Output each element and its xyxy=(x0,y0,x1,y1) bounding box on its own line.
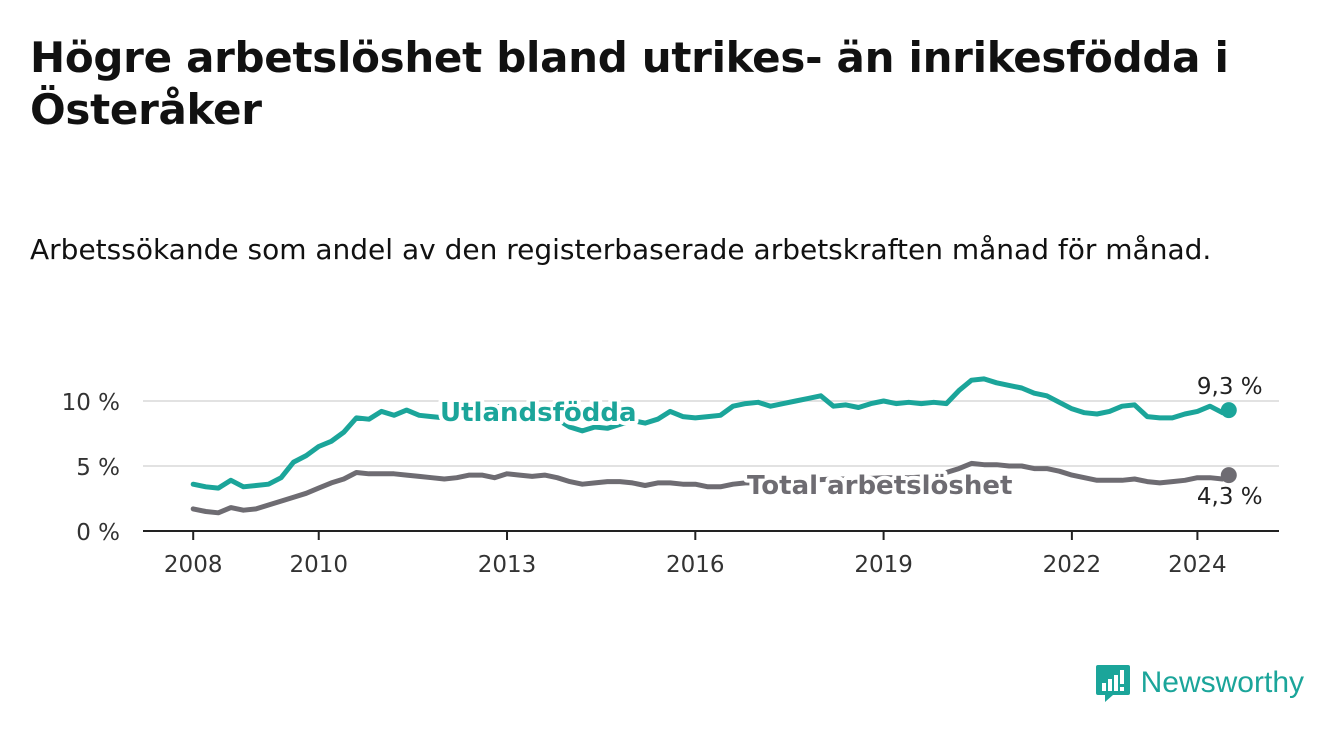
newsworthy-logo-icon xyxy=(1095,665,1130,702)
series-line-total xyxy=(190,460,1232,516)
y-tick-label: 10 % xyxy=(62,390,120,416)
newsworthy-logo[interactable]: Newsworthy xyxy=(1095,662,1304,704)
y-tick-label: 5 % xyxy=(76,455,120,481)
series-end-label: 9,3 % xyxy=(1197,374,1263,400)
series-end-dot xyxy=(1220,467,1237,484)
chart-title: Högre arbetslöshet bland utrikes- än inr… xyxy=(30,33,1229,134)
chart-subtitle: Arbetssökande som andel av den registerb… xyxy=(30,233,1212,266)
series-end-dot xyxy=(1220,402,1237,419)
x-tick-label: 2022 xyxy=(1043,552,1102,578)
newsworthy-logo-text: Newsworthy xyxy=(1140,666,1304,699)
series-label: Total arbetslöshet xyxy=(747,471,1012,501)
x-tick-label: 2013 xyxy=(478,552,537,578)
x-tick-label: 2008 xyxy=(164,552,223,578)
series-end-label: 4,3 % xyxy=(1197,484,1263,510)
x-tick-label: 2019 xyxy=(854,552,913,578)
x-tick-label: 2016 xyxy=(666,552,725,578)
y-tick-label: 0 % xyxy=(76,520,120,546)
series-line-utlandsfodda xyxy=(190,376,1232,491)
series-label: Utlandsfödda xyxy=(440,398,637,428)
x-tick-label: 2010 xyxy=(289,552,348,578)
x-tick-label: 2024 xyxy=(1168,552,1227,578)
